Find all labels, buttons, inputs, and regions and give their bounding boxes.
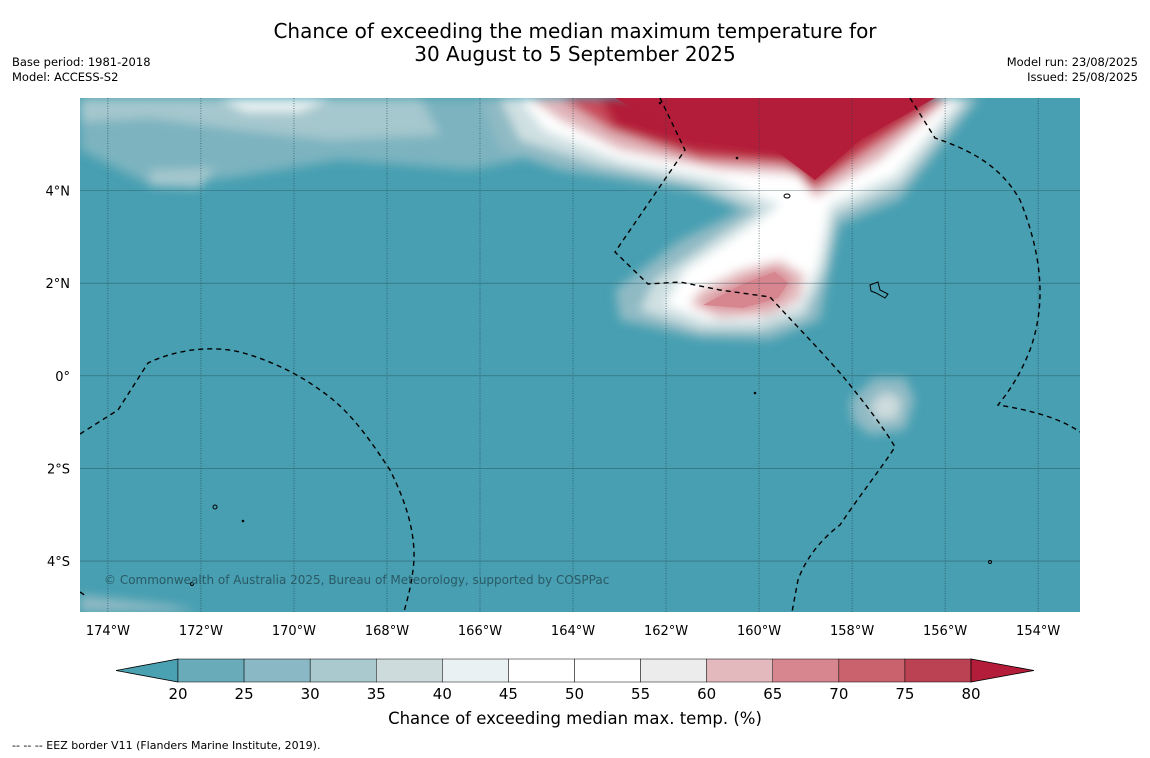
lon-tick-label: 170°W (272, 624, 316, 639)
colorbar-segment (376, 658, 443, 683)
colorbar-tick-label: 35 (367, 685, 386, 703)
colorbar-segment (838, 658, 906, 683)
colorbar-tick-label: 75 (895, 685, 914, 703)
colorbar-segment (508, 658, 575, 683)
lon-tick-label: 162°W (644, 624, 688, 639)
colorbar-tick-label: 80 (961, 685, 980, 703)
colorbar-segment (904, 658, 972, 683)
lat-tick-label: 2°N (46, 277, 71, 292)
colorbar: 20 25 30 35 40 45 50 55 60 65 70 75 80 (115, 658, 1035, 703)
colorbar-tick-label: 70 (829, 685, 848, 703)
colorbar-extend-high (970, 658, 1035, 683)
colorbar-segment (243, 658, 311, 683)
eez-borders (80, 98, 1080, 612)
colorbar-tick-label: 25 (235, 685, 254, 703)
colorbar-tick-label: 30 (301, 685, 320, 703)
lat-tick-label: 4°S (47, 555, 70, 570)
colorbar-segment (442, 658, 509, 683)
lon-tick-label: 172°W (179, 624, 223, 639)
latitude-labels: 4°N 2°N 0° 2°S 4°S (46, 185, 71, 570)
eez-footnote: -- -- -- EEZ border V11 (Flanders Marine… (12, 739, 321, 752)
graticule (80, 98, 1080, 612)
lon-tick-label: 154°W (1016, 624, 1060, 639)
lon-tick-label: 174°W (86, 624, 130, 639)
colorbar-segment (772, 658, 840, 683)
lat-tick-label: 4°N (46, 185, 71, 200)
colorbar-segment (706, 658, 774, 683)
colorbar-extend-low (115, 658, 179, 683)
colorbar-tick-label: 45 (499, 685, 518, 703)
lon-tick-label: 166°W (458, 624, 502, 639)
model-run: Model run: 23/08/2025 (1006, 55, 1138, 69)
base-period: Base period: 1981-2018 (12, 55, 151, 69)
lon-tick-label: 160°W (737, 624, 781, 639)
model-name: Model: ACCESS-S2 (12, 70, 119, 84)
colorbar-segment (309, 658, 377, 683)
meta-left: Base period: 1981-2018 Model: ACCESS-S2 (12, 55, 151, 85)
colorbar-segment (640, 658, 707, 683)
colorbar-segment (574, 658, 641, 683)
colorbar-tick-label: 50 (565, 685, 584, 703)
lon-tick-label: 158°W (830, 624, 874, 639)
islands (190, 101, 992, 586)
meta-right: Model run: 23/08/2025 Issued: 25/08/2025 (1007, 55, 1138, 85)
longitude-labels: 174°W 172°W 170°W 168°W 166°W 164°W 162°W 160°W… (86, 624, 1061, 639)
colorbar-label: Chance of exceeding median max. temp. (%… (388, 709, 762, 728)
colorbar-tick-label: 65 (763, 685, 782, 703)
map-title-line2: 30 August to 5 September 2025 (414, 42, 736, 66)
colorbar-tick-label: 60 (697, 685, 716, 703)
lon-tick-label: 168°W (365, 624, 409, 639)
copyright-text: © Commonwealth of Australia 2025, Bureau… (104, 573, 609, 587)
lon-tick-label: 164°W (551, 624, 595, 639)
lat-tick-label: 2°S (47, 462, 70, 477)
colorbar-tick-label: 55 (631, 685, 650, 703)
colorbar-tick-label: 20 (168, 685, 187, 703)
map-title-line1: Chance of exceeding the median maximum t… (273, 19, 877, 43)
lat-tick-label: 0° (55, 370, 70, 385)
colorbar-tick-label: 40 (433, 685, 452, 703)
colorbar-segment (177, 658, 245, 683)
probability-field: © Commonwealth of Australia 2025, Bureau… (80, 98, 1080, 612)
issued-date: Issued: 25/08/2025 (1027, 70, 1138, 84)
lon-tick-label: 156°W (923, 624, 967, 639)
